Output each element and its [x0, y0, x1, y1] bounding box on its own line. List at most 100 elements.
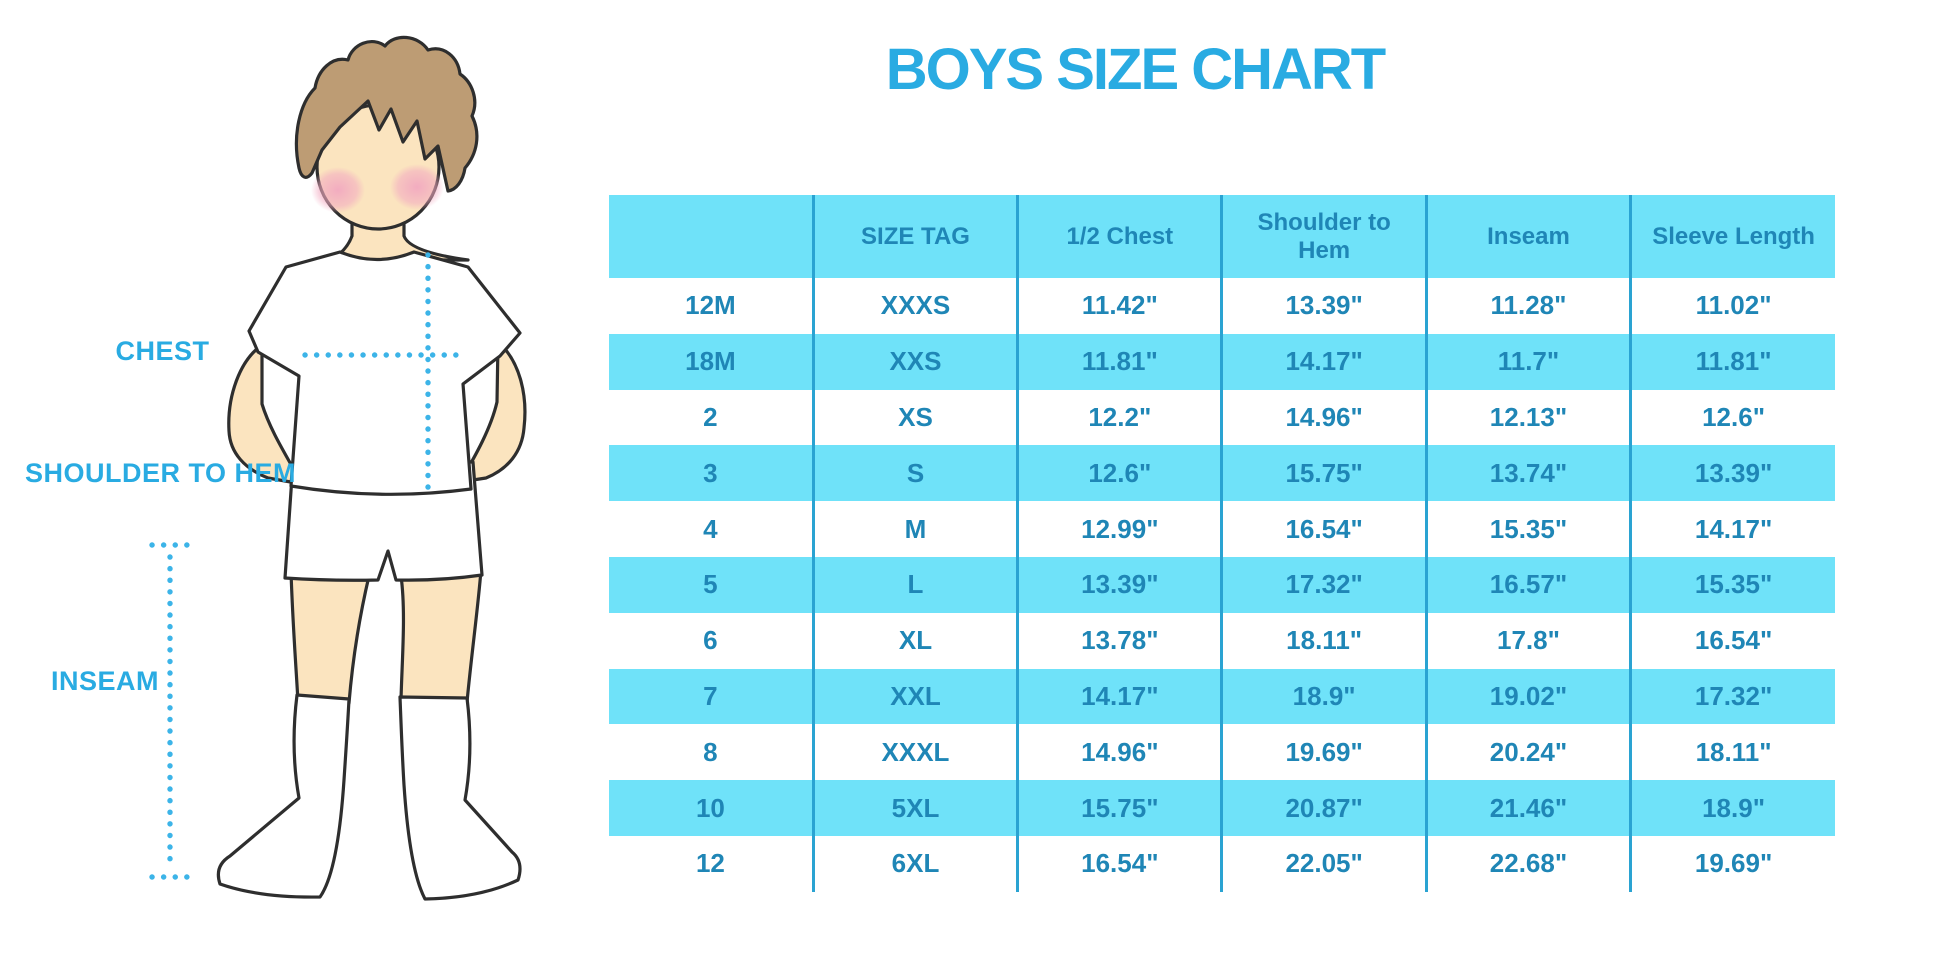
measurement-cell: 13.39"	[1016, 556, 1222, 613]
table-row: 12M XXXS 11.42" 13.39" 11.28" 11.02"	[609, 278, 1835, 334]
measurement-cell: 13.78"	[1016, 612, 1222, 669]
column-header: Sleeve Length	[1629, 195, 1835, 278]
size-cell: 7	[703, 680, 718, 711]
size-table-head: SIZE TAG 1/2 Chest Shoulder to Hem Inseam Sl…	[609, 195, 1835, 278]
measurement-cell: XS	[811, 389, 1018, 446]
left-leg	[289, 570, 371, 705]
measurement-cell: 14.17"	[1629, 501, 1835, 557]
right-sock	[398, 695, 522, 901]
measurement-cell: 11.42"	[1016, 278, 1222, 334]
size-table: SIZE TAG 1/2 Chest Shoulder to Hem Inseam Sl…	[609, 195, 1835, 892]
size-cell: 3	[703, 457, 718, 488]
t-shirt	[247, 250, 522, 496]
measurement-cell: 15.35"	[1629, 556, 1835, 613]
measurement-cell: 12.2"	[1016, 389, 1222, 446]
size-cell: 5	[703, 569, 718, 600]
table-row: 10 5XL 15.75" 20.87" 21.46" 18.9"	[609, 780, 1835, 836]
measurement-cell: 18.9"	[1629, 780, 1835, 836]
column-header: SIZE TAG	[811, 195, 1018, 278]
hair	[294, 35, 479, 193]
measurement-cell: 16.54"	[1629, 612, 1835, 669]
measurement-cell: 12.6"	[1629, 389, 1835, 446]
measurement-cell: 12.13"	[1424, 389, 1631, 446]
size-cell: 10	[695, 792, 725, 823]
table-row: 3 S 12.6" 15.75" 13.74" 13.39"	[609, 445, 1835, 502]
measurement-cell: 16.57"	[1424, 556, 1631, 613]
size-cell: 4	[703, 513, 718, 544]
measurement-cell: 5XL	[811, 780, 1018, 836]
measurement-cell: 16.54"	[1220, 501, 1427, 557]
left-sock	[216, 693, 351, 899]
measurement-cell: 18.11"	[1220, 612, 1427, 669]
measurement-cell: L	[811, 556, 1018, 613]
size-cell: 2	[703, 401, 718, 432]
measurement-cell: 11.7"	[1424, 333, 1631, 390]
table-row: 18M XXS 11.81" 14.17" 11.7" 11.81"	[609, 333, 1835, 390]
measurement-cell: 13.39"	[1629, 445, 1835, 502]
measurement-cell: 19.02"	[1424, 668, 1631, 725]
measurement-cell: 18.9"	[1220, 668, 1427, 725]
measurement-cell: 20.24"	[1424, 724, 1631, 781]
table-row: 6 XL 13.78" 18.11" 17.8" 16.54"	[609, 612, 1835, 669]
measurement-cell: 11.81"	[1629, 333, 1835, 390]
measurement-cell: XXXS	[811, 278, 1018, 334]
measurement-cell: XXS	[811, 333, 1018, 390]
measurement-cell: 15.75"	[1220, 445, 1427, 502]
measurement-cell: S	[811, 445, 1018, 502]
measurement-cell: 22.68"	[1424, 835, 1631, 892]
measurement-cell: 13.39"	[1220, 278, 1427, 334]
inseam-label: INSEAM	[50, 666, 159, 696]
measurement-cell: 11.02"	[1629, 278, 1835, 334]
measurement-cell: 17.32"	[1629, 668, 1835, 725]
boy-illustration	[149, 35, 527, 901]
measurement-cell: 16.54"	[1016, 835, 1222, 892]
table-row: 7 XXL 14.17" 18.9" 19.02" 17.32"	[609, 668, 1835, 725]
measurement-cell: 11.81"	[1016, 333, 1222, 390]
measurement-cell: 22.05"	[1220, 835, 1427, 892]
table-row: 2 XS 12.2" 14.96" 12.13" 12.6"	[609, 389, 1835, 446]
size-cell: 8	[703, 736, 718, 767]
measurement-cell: 15.35"	[1424, 501, 1631, 557]
shoulder-to-hem-label: SHOULDER TO HEM	[25, 458, 297, 488]
measurement-cell: 14.96"	[1016, 724, 1222, 781]
column-header: 1/2 Chest	[1016, 195, 1222, 278]
measurement-cell: 14.17"	[1220, 333, 1427, 390]
measurement-cell: 18.11"	[1629, 724, 1835, 781]
measurement-cell: 6XL	[811, 835, 1018, 892]
measurement-cell: 12.99"	[1016, 501, 1222, 557]
size-cell: 12	[695, 848, 725, 879]
measurement-cell: 19.69"	[1629, 835, 1835, 892]
measurement-cell: 12.6"	[1016, 445, 1222, 502]
measurement-cell: 17.32"	[1220, 556, 1427, 613]
measurement-cell: XXL	[811, 668, 1018, 725]
chest-label: CHEST	[115, 336, 210, 366]
measurement-cell: 13.74"	[1424, 445, 1631, 502]
size-table-body: 12M XXXS 11.42" 13.39" 11.28" 11.02" 18M XXS 11.…	[609, 278, 1835, 892]
measurement-cell: 17.8"	[1424, 612, 1631, 669]
left-blush	[311, 167, 365, 213]
page-title: BOYS SIZE CHART	[885, 37, 1387, 102]
right-arm	[458, 340, 527, 484]
measurement-cell: XXXL	[811, 724, 1018, 781]
table-row: 4 M 12.99" 16.54" 15.35" 14.17"	[609, 501, 1835, 557]
table-row: 5 L 13.39" 17.32" 16.57" 15.35"	[609, 556, 1835, 613]
size-cell: 18M	[685, 346, 736, 377]
measurement-cell: 19.69"	[1220, 724, 1427, 781]
table-row: 8 XXXL 14.96" 19.69" 20.24" 18.11"	[609, 724, 1835, 781]
measurement-cell: 15.75"	[1016, 780, 1222, 836]
column-header: Inseam	[1424, 195, 1631, 278]
right-leg	[399, 568, 483, 704]
measurement-cell: 21.46"	[1424, 780, 1631, 836]
header-row: SIZE TAG 1/2 Chest Shoulder to Hem Inseam Sl…	[609, 195, 1835, 278]
measurement-cell: M	[811, 501, 1018, 557]
column-header: Shoulder to Hem	[1220, 195, 1427, 278]
size-cell: 12M	[685, 290, 736, 321]
table-row: 12 6XL 16.54" 22.05" 22.68" 19.69"	[609, 835, 1835, 892]
measurement-cell: 14.96"	[1220, 389, 1427, 446]
right-blush	[390, 164, 444, 210]
measurement-cell: 11.28"	[1424, 278, 1631, 334]
left-arm	[227, 343, 304, 486]
measurement-cell: 20.87"	[1220, 780, 1427, 836]
corner-cell	[609, 195, 814, 278]
